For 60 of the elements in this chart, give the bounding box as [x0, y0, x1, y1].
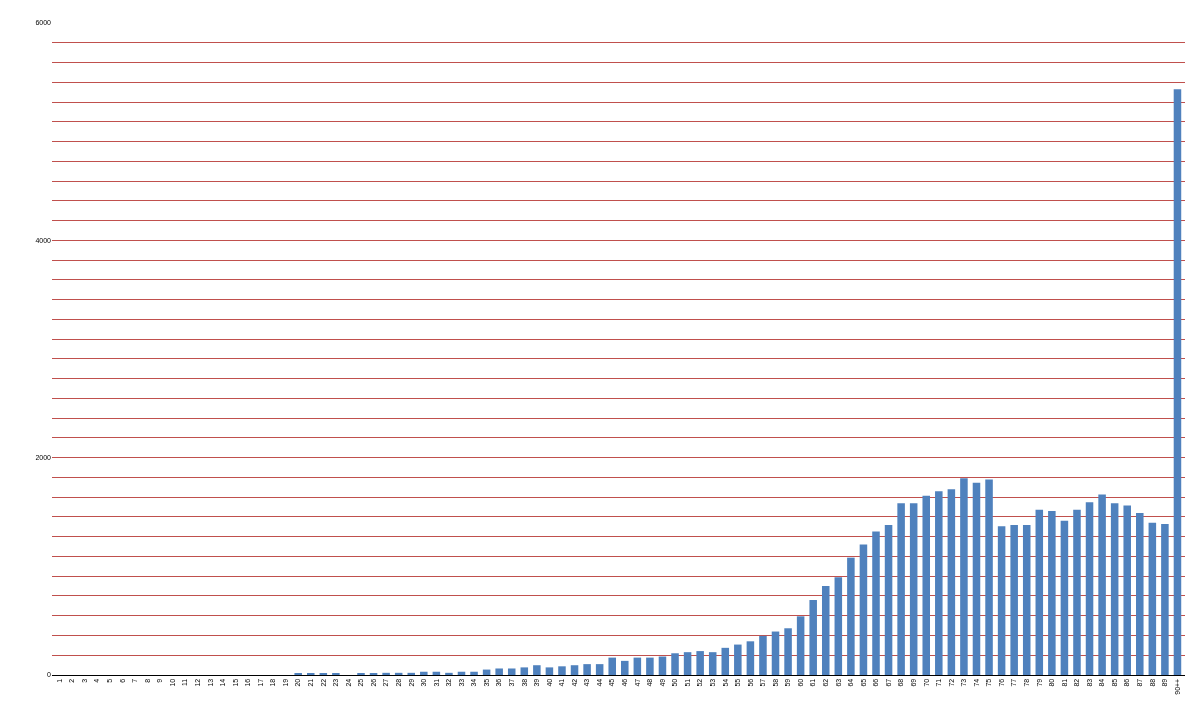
- bar: [1148, 522, 1157, 675]
- bar: [1136, 513, 1144, 675]
- bar: [445, 672, 453, 675]
- bar: [470, 671, 478, 675]
- bar: [507, 668, 516, 675]
- bar: [407, 672, 416, 675]
- bar: [1073, 509, 1081, 675]
- bar: [1022, 525, 1031, 675]
- bar: [1085, 502, 1094, 675]
- bar: [683, 652, 692, 675]
- bar: [909, 503, 918, 675]
- bar: [1048, 510, 1056, 675]
- bar: [884, 525, 893, 675]
- bar: [1060, 520, 1069, 675]
- bar: [570, 665, 579, 675]
- bar: [1123, 505, 1131, 675]
- bar: [872, 531, 880, 675]
- bar: [821, 585, 830, 675]
- bar: [1098, 494, 1106, 675]
- bar: [495, 668, 503, 675]
- bar: [897, 503, 905, 675]
- bar: [809, 600, 817, 675]
- bar: [935, 491, 943, 675]
- bar: [834, 577, 843, 675]
- bar: [746, 641, 755, 675]
- bar: [771, 631, 780, 675]
- bar: [1173, 89, 1182, 675]
- bar: [1161, 523, 1169, 675]
- bar: [646, 657, 654, 675]
- bar: [382, 672, 390, 675]
- bar: [1035, 509, 1044, 675]
- bar: [972, 482, 981, 675]
- bar: [759, 635, 767, 675]
- bar: [608, 657, 616, 675]
- bar: [658, 656, 667, 675]
- bar: [721, 647, 730, 675]
- bar: [947, 489, 956, 675]
- bar: [671, 653, 679, 675]
- bar: [545, 667, 554, 675]
- bar: [985, 479, 993, 675]
- bar: [621, 660, 629, 675]
- bar: [960, 478, 968, 675]
- bar: [784, 628, 792, 675]
- bar: [595, 664, 604, 675]
- bar: [708, 652, 717, 675]
- bar: [1010, 525, 1018, 675]
- bar: [520, 667, 529, 675]
- bar: [997, 526, 1006, 675]
- bar: [734, 644, 742, 675]
- bar: [922, 495, 931, 675]
- bar: [847, 557, 855, 675]
- bar: [558, 666, 566, 675]
- bar: [696, 651, 704, 675]
- bar: [1110, 503, 1119, 675]
- bar: [533, 665, 541, 675]
- bar: [583, 664, 591, 675]
- bar: [420, 671, 428, 675]
- bar: [796, 616, 805, 675]
- bar: [633, 657, 642, 675]
- bar: [859, 544, 868, 675]
